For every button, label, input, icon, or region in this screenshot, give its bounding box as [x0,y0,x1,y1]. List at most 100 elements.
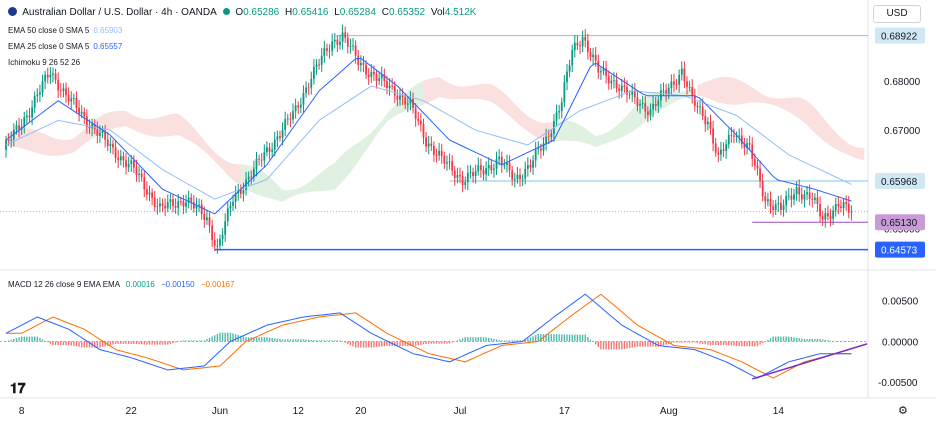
currency-button[interactable]: USD [873,5,921,23]
macd-histogram-bar [52,341,54,346]
candle-body [344,32,347,38]
candle-body [600,71,602,73]
open-label: O [235,7,244,18]
candle-body [466,172,469,183]
macd-histogram-bar [127,341,130,344]
candle-body [422,124,425,138]
candle-body [500,156,503,166]
macd-histogram-bar [514,340,516,342]
candle-body [832,210,835,219]
macd-histogram-bar [566,334,568,342]
candle-body [425,137,427,147]
cloud-segment [423,76,554,142]
candle-body [427,143,430,147]
macd-histogram-bar [532,336,534,342]
time-tick-label: 22 [126,406,138,417]
candle-body [234,193,237,202]
candle-body [602,68,605,72]
indicator-ema25[interactable]: EMA 25 close 0 SMA 5 0.65557 [8,42,122,51]
candle-body [213,240,216,246]
macd-histogram-bar [143,341,145,345]
candle-body [226,208,229,222]
macd-histogram-bar [644,341,646,347]
candle-body [490,165,493,171]
macd-histogram-bar [561,334,563,342]
macd-histogram-bar [461,338,464,342]
macd-histogram-bar [540,334,542,342]
indicator-ema50-value: 0.65903 [93,26,123,35]
candle-body [127,164,130,168]
candle-body [179,201,182,203]
candle-body [774,203,777,211]
macd-histogram-bar [216,333,219,342]
macd-histogram-bar [80,341,83,348]
macd-histogram-bar [553,334,555,342]
macd-histogram-bar [247,337,250,342]
macd-histogram-bar [748,341,751,347]
macd-histogram-bar [587,337,589,342]
macd-histogram-bar [493,338,495,342]
symbol-flag-icon[interactable] [8,7,17,16]
macd-histogram-bar [759,341,761,345]
macd-histogram-bar [660,341,662,346]
candle-body [495,159,498,169]
candle-body [675,84,678,86]
macd-pane [0,293,868,380]
candle-body [626,86,628,95]
symbol-title[interactable]: Australian Dollar / U.S. Dollar · 4h · O… [22,7,217,18]
grid [0,0,936,399]
tradingview-logo-icon[interactable]: 𝟏𝟕 [10,380,26,396]
macd-histogram-bar [615,341,618,350]
indicator-ichimoku[interactable]: Ichimoku 9 26 52 26 [8,58,80,67]
macd-legend[interactable]: MACD 12 26 close 9 EMA EMA 0.00016 −0.00… [8,280,234,289]
candle-body [516,174,519,180]
macd-histogram-bar [164,341,166,345]
indicator-ema50[interactable]: EMA 50 close 0 SMA 5 0.65903 [8,26,122,35]
candle-body [686,81,688,88]
candle-body [185,202,187,207]
market-status-icon[interactable] [222,8,230,15]
macd-histogram-bar [310,339,312,342]
time-tick-label: 20 [355,406,367,417]
price-tag [875,173,925,190]
macd-histogram-bar [767,339,769,342]
candle-body [586,40,589,53]
macd-histogram-bar [811,339,813,342]
macd-histogram-bar [334,340,336,342]
macd-histogram-bar [138,341,140,345]
candle-body [740,135,743,145]
candle-body [727,134,730,145]
macd-histogram-bar [13,339,15,342]
macd-histogram-bar [829,340,832,342]
macd-histogram-bar [326,340,328,342]
macd-histogram-bar [751,341,753,347]
candles [5,24,853,254]
macd-histogram-bar [589,339,592,342]
settings-gear-icon[interactable]: ⚙ [898,405,908,417]
candle-body [847,203,850,213]
candle-body [271,149,274,152]
candle-body [566,71,568,83]
open-value: 0.65286 [243,7,280,18]
macd-histogram-bar [294,339,297,342]
macd-histogram-bar [229,332,232,342]
macd-histogram-bar [788,336,790,342]
macd-histogram-bar [399,341,401,347]
macd-histogram-bar [657,341,660,347]
indicator-ichimoku-label: Ichimoku 9 26 52 26 [8,58,81,67]
macd-histogram-bar [96,341,99,348]
macd-hist-value: 0.00016 [125,280,155,289]
candle-body [341,32,344,42]
macd-histogram-bar [628,341,631,349]
candle-body [615,79,618,89]
macd-histogram-bar [271,337,273,342]
candle-body [733,135,735,137]
macd-histogram-bar [605,341,607,350]
macd-histogram-bar [694,341,696,343]
candle-body [310,78,313,88]
macd-histogram-bar [31,336,33,342]
candle-body [834,203,837,211]
macd-histogram-bar [261,337,263,342]
candle-body [414,107,417,119]
